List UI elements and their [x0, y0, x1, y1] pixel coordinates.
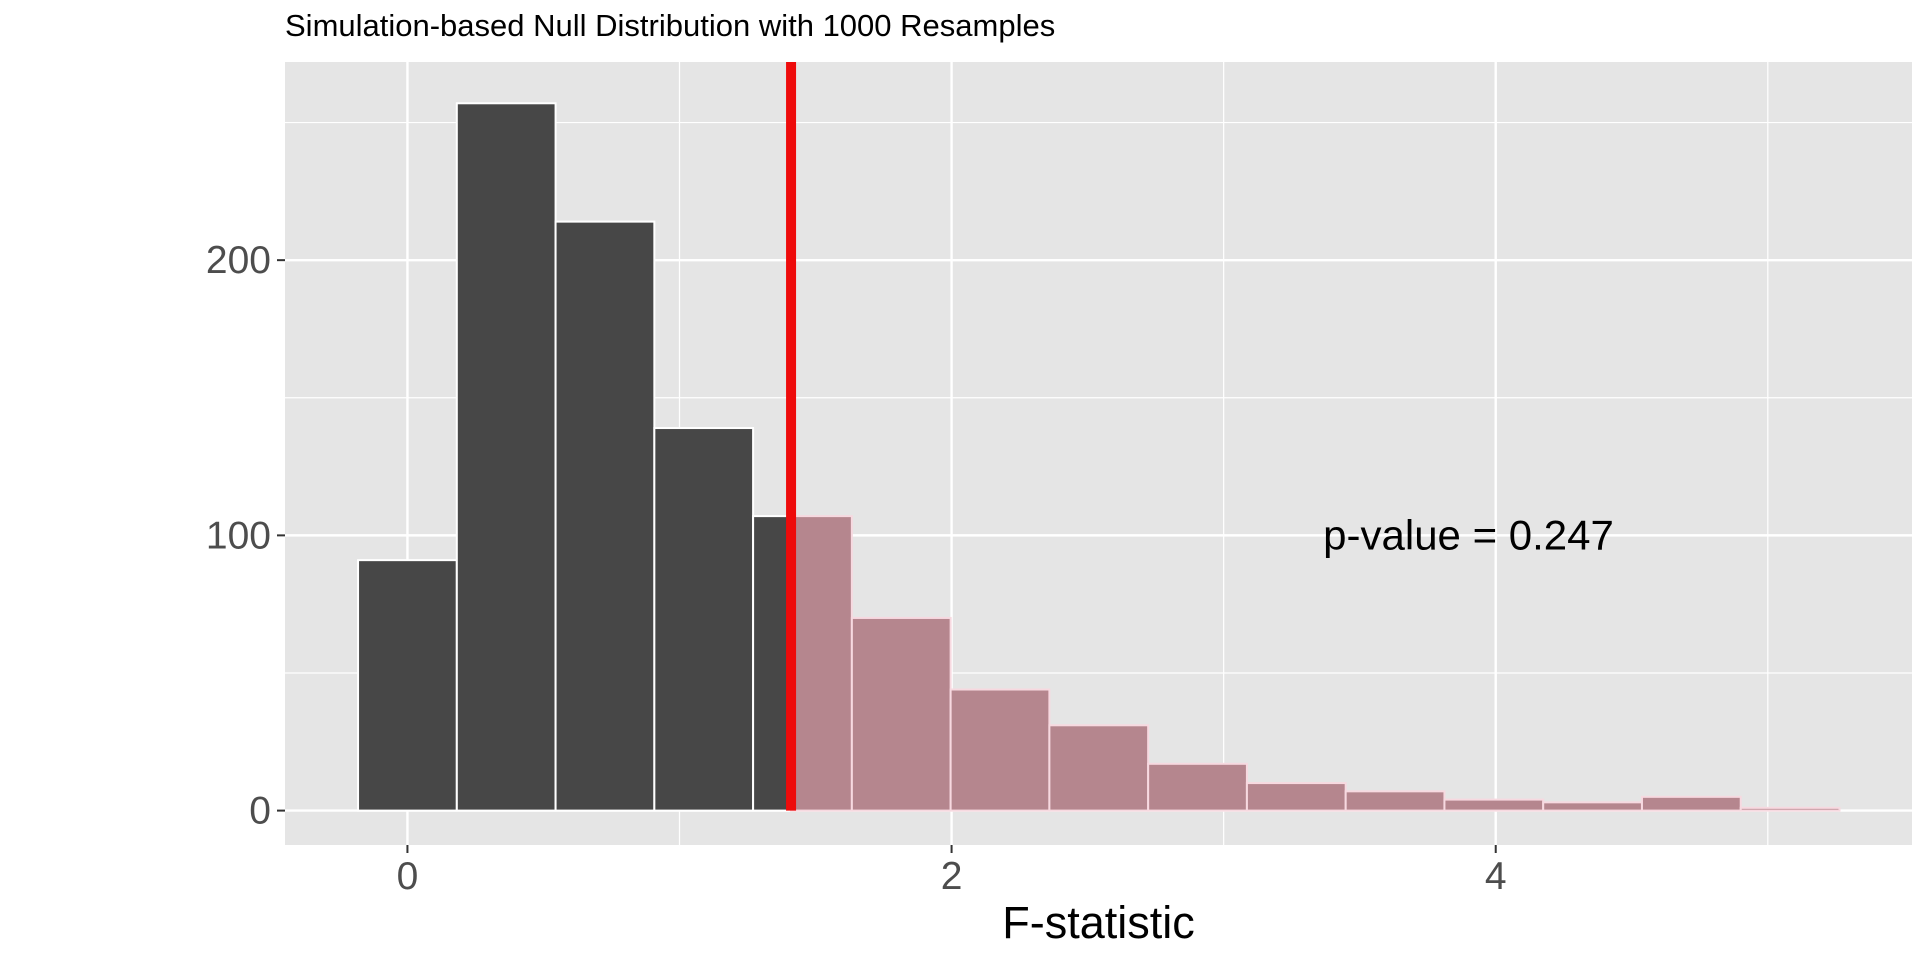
p-value-annotation: p-value = 0.247 — [1323, 511, 1614, 558]
histogram-bar-shaded — [790, 515, 853, 812]
histogram-bars — [357, 102, 1841, 812]
annotation-layer: p-value = 0.247 — [1323, 511, 1614, 558]
x-tick-label: 2 — [941, 855, 963, 898]
y-tick-label: 0 — [249, 790, 271, 833]
histogram-bar-shaded — [1147, 762, 1248, 812]
histogram-bar-shaded — [1640, 795, 1742, 812]
y-tick-label: 200 — [206, 239, 271, 282]
axes: 0 100 200 0 2 4 F-statistic — [206, 239, 1507, 948]
chart-title: Simulation-based Null Distribution with … — [285, 8, 1056, 43]
histogram-bar — [752, 515, 793, 812]
histogram-bar-shaded — [1542, 801, 1643, 812]
histogram-bar-shaded — [1344, 790, 1446, 812]
x-tick-label: 0 — [397, 855, 419, 898]
histogram-bar-shaded — [1048, 724, 1150, 812]
histogram-bar-shaded — [850, 616, 952, 812]
y-tick-label: 100 — [206, 514, 271, 557]
histogram-bar — [554, 220, 656, 812]
histogram-bar — [653, 427, 755, 812]
histogram-bar-shaded — [1443, 798, 1545, 812]
histogram-bar — [357, 559, 458, 812]
histogram-bar — [455, 102, 557, 812]
histogram-bar-shaded — [1245, 782, 1347, 812]
histogram-bar-shaded — [1739, 806, 1841, 812]
x-tick-label: 4 — [1485, 855, 1507, 898]
histogram-bar-shaded — [949, 688, 1051, 812]
x-axis-label: F-statistic — [1002, 897, 1195, 948]
